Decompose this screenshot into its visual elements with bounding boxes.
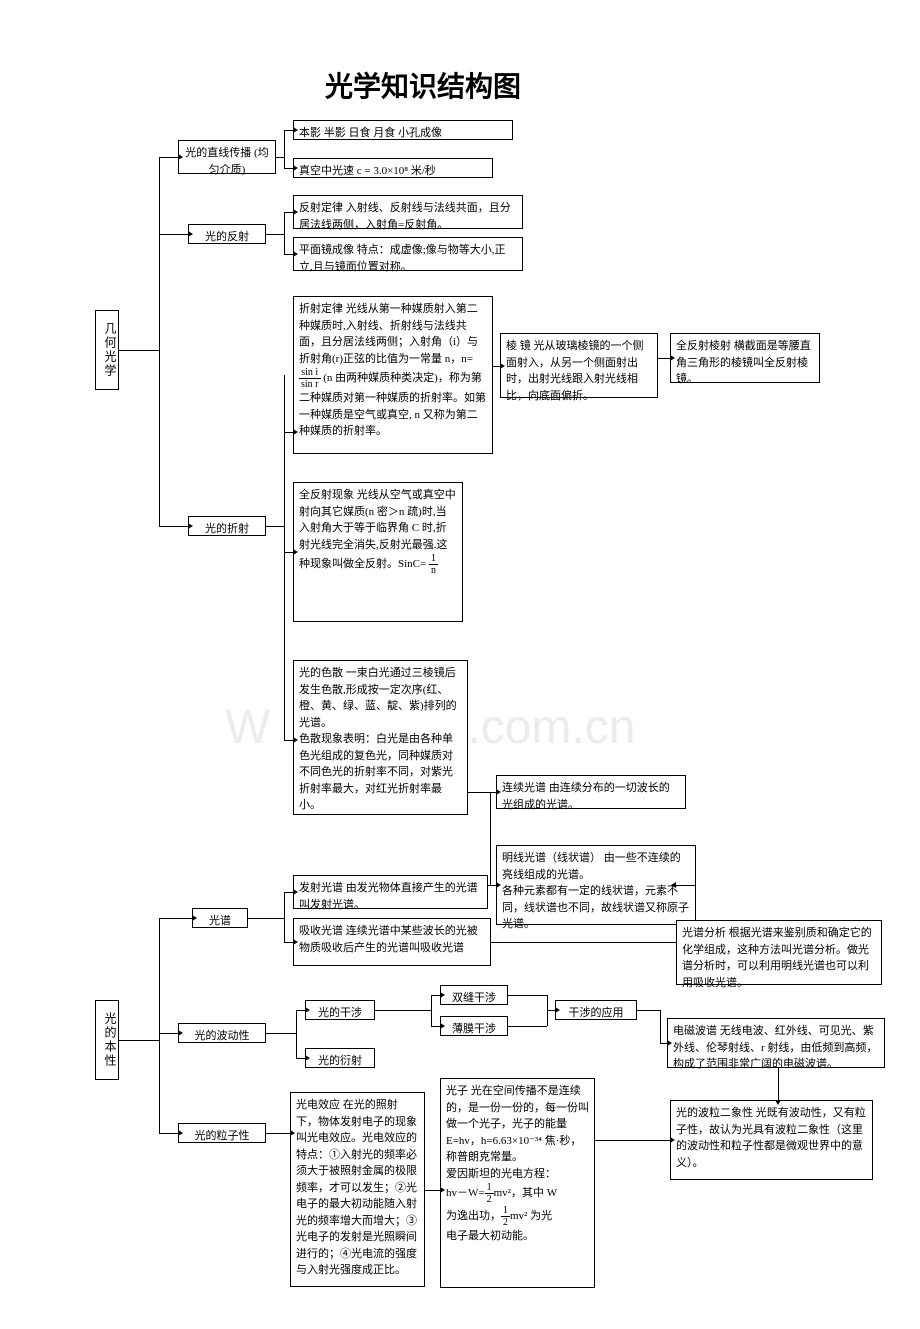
connector — [595, 1140, 670, 1141]
node-reflection: 光的反射 — [188, 224, 266, 244]
node-refraction: 光的折射 — [188, 516, 266, 536]
connector — [431, 995, 440, 996]
connector — [284, 892, 293, 893]
node-absorption-spectrum: 吸收光谱 连续光谱中某些波长的光被物质吸收后产生的光谱叫吸收光谱 — [293, 918, 491, 966]
connector — [547, 1010, 555, 1011]
node-particle-nature: 光的粒子性 — [178, 1123, 266, 1143]
connector — [284, 130, 293, 131]
connector — [284, 740, 293, 741]
connector — [119, 350, 159, 351]
node-photoelectric: 光电效应 在光的照射下，物体发射电子的现象叫光电效应。光电效应的特点：①入射光的… — [290, 1092, 425, 1287]
connector — [508, 995, 547, 996]
connector — [431, 1026, 440, 1027]
connector — [266, 526, 284, 527]
node-reflection-law: 反射定律 入射线、反射线与法线共面，且分居法线两侧，入射角=反射角。 — [293, 195, 523, 229]
connector — [676, 885, 696, 886]
node-interference-app: 干涉的应用 — [555, 1000, 637, 1020]
node-em-spectrum: 电磁波谱 无线电波、红外线、可见光、紫外线、伦琴射线、r 射线，由低频到高频，构… — [667, 1018, 885, 1068]
connector — [159, 234, 188, 235]
connector — [284, 1133, 290, 1134]
photon-line3: 电子最大初动能。 — [446, 1230, 534, 1242]
connector — [284, 432, 293, 433]
node-plane-mirror: 平面镜成像 特点：成虚像;像与物等大小,正立,且与镜面位置对称。 — [293, 237, 523, 271]
connector — [159, 157, 178, 158]
connector — [159, 918, 160, 1133]
connector — [508, 1026, 547, 1027]
connector — [248, 918, 284, 919]
connector — [284, 168, 293, 169]
connector — [490, 942, 676, 943]
refraction-formula: sin isin r — [299, 367, 321, 390]
refraction-law-text1: 折射定律 光线从第一种媒质射入第二种媒质时,入射线、折射线与法线共面，且分居法线… — [299, 303, 478, 365]
connector — [159, 1033, 178, 1034]
connector — [660, 1010, 661, 1043]
node-straight-propagation: 光的直线传播 (均匀介质) — [178, 140, 276, 174]
connector — [493, 366, 500, 367]
node-refraction-law: 折射定律 光线从第一种媒质射入第二种媒质时,入射线、折射线与法线共面，且分居法线… — [293, 296, 493, 454]
connector — [778, 1095, 779, 1100]
node-prism: 棱 镜 光从玻璃棱镜的一个侧面射入，从另一个侧面射出时，出射光线跟入射光线相比，… — [500, 333, 658, 398]
photon-line2-post: mv² 为光 — [510, 1210, 552, 1222]
node-wave-nature: 光的波动性 — [178, 1023, 266, 1043]
connector — [284, 942, 293, 943]
node-interference: 光的干涉 — [305, 1000, 375, 1020]
node-tir-prism: 全反射棱射 横截面是等腰直角三角形的棱镜叫全反射棱镜。 — [670, 333, 820, 383]
connector — [284, 212, 285, 254]
connector — [431, 995, 432, 1026]
connector — [159, 157, 160, 527]
photon-text: 光子 光在空间传播不是连续的，是一份一份的，每一份叫做一个光子，光子的能量 E=… — [446, 1085, 589, 1180]
node-thin-film: 薄膜干涉 — [440, 1016, 508, 1036]
node-wave-particle-duality: 光的波粒二象性 光既有波动性，又有粒子性，故认为光具有波粒二象性（这里的波动性和… — [670, 1100, 873, 1180]
connector — [425, 1190, 440, 1191]
connector — [660, 1043, 667, 1044]
node-photon: 光子 光在空间传播不是连续的，是一份一份的，每一份叫做一个光子，光子的能量 E=… — [440, 1078, 595, 1288]
connector — [488, 885, 496, 886]
connector — [637, 1010, 660, 1011]
page-title: 光学知识结构图 — [325, 65, 521, 105]
connector — [296, 1010, 297, 1058]
node-spectrum: 光谱 — [192, 908, 248, 928]
connector — [778, 1068, 779, 1095]
connector — [119, 1040, 159, 1041]
connector — [284, 892, 285, 942]
connector — [276, 157, 284, 158]
watermark-left: W — [225, 700, 270, 755]
photon-eq-pre: hv－W= — [446, 1187, 485, 1199]
photon-line2-pre: 为逸出功， — [446, 1210, 501, 1222]
refraction-law-text2: (n 由两种媒质种类决定)，称为第二种媒质对第一种媒质的折射率。如第一种媒质是空… — [299, 372, 486, 437]
tir-formula: 1n — [429, 553, 438, 576]
connector — [658, 358, 670, 359]
connector — [159, 1133, 178, 1134]
connector — [296, 1010, 305, 1011]
node-continuous-spectrum: 连续光谱 由连续分布的一切波长的光组成的光谱。 — [496, 775, 686, 809]
connector — [296, 1058, 305, 1059]
node-spectral-analysis: 光谱分析 根据光谱来鉴别质和确定它的化学组成，这种方法叫光谱分析。做光谱分析时，… — [676, 920, 882, 985]
connector — [375, 1010, 431, 1011]
node-line-spectrum: 明线光谱（线状谱） 由一些不连续的亮线组成的光谱。 各种元素都有一定的线状谱，元… — [496, 845, 696, 925]
connector — [266, 1033, 296, 1034]
connector — [284, 254, 293, 255]
node-dispersion: 光的色散 一束白光通过三棱镜后发生色散,形成按一定次序(红、橙、黄、绿、蓝、靛、… — [293, 660, 468, 815]
connector — [159, 526, 188, 527]
connector — [284, 375, 285, 740]
node-diffraction: 光的衍射 — [305, 1048, 375, 1068]
connector — [468, 792, 496, 793]
connector — [266, 234, 284, 235]
photon-eq-post: mv²，其中 W — [494, 1187, 558, 1199]
root-nature-of-light: 光的本性 — [95, 1000, 119, 1080]
connector — [284, 552, 293, 553]
node-emission-spectrum: 发射光谱 由发光物体直接产生的光谱叫发射光谱。 — [293, 875, 488, 909]
connector — [284, 130, 285, 168]
connector — [266, 1133, 284, 1134]
connector — [284, 212, 293, 213]
node-shadow-eclipse: 本影 半影 日食 月食 小孔成像 — [293, 120, 513, 140]
connector — [159, 918, 192, 919]
node-total-internal-reflection: 全反射现象 光线从空气或真空中射向其它媒质(n 密＞n 疏)时,当入射角大于等于… — [293, 482, 463, 622]
node-double-slit: 双缝干涉 — [440, 985, 508, 1005]
photon-line2-frac: 12 — [501, 1205, 510, 1228]
root-geometric-optics: 几何光学 — [95, 310, 119, 390]
connector — [490, 792, 491, 885]
node-light-speed: 真空中光速 c = 3.0×10⁸ 米/秒 — [293, 158, 493, 178]
photon-eq-frac: 12 — [485, 1182, 494, 1205]
